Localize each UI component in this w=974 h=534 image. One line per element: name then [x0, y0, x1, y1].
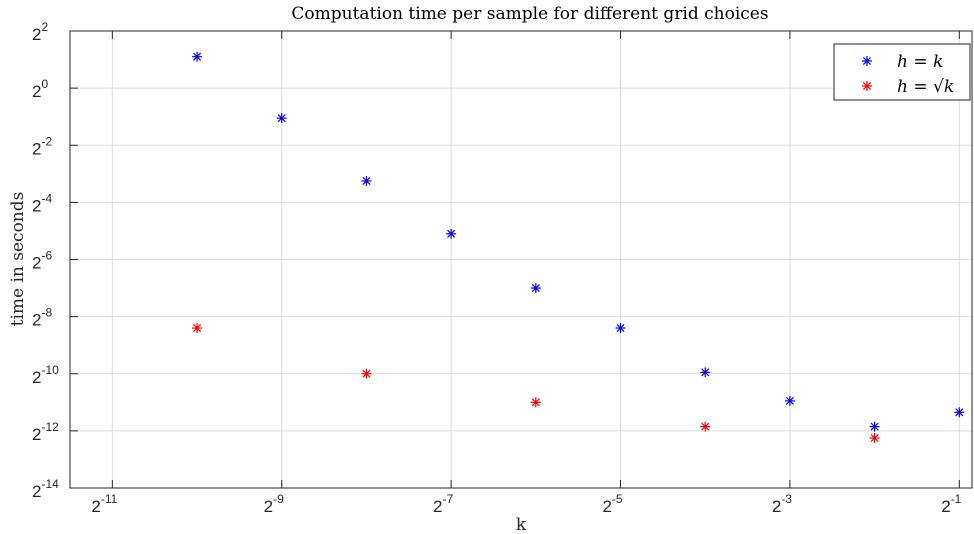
data-points — [192, 51, 965, 444]
data-point-series-0 — [361, 175, 372, 186]
y-tick-exponent: -2 — [41, 134, 52, 148]
y-tick-base: 2 — [32, 482, 41, 501]
data-point-series-0 — [530, 283, 541, 294]
y-tick-exponent: -12 — [41, 420, 59, 434]
x-tick-exponent: -1 — [951, 492, 962, 506]
x-tick-label: 2-9 — [264, 492, 284, 516]
y-tick-label: 22 — [32, 20, 48, 44]
chart-title: Computation time per sample for differen… — [291, 4, 768, 24]
y-tick-exponent: -4 — [41, 191, 52, 205]
y-tick-label: 20 — [32, 77, 48, 101]
y-tick-base: 2 — [32, 139, 41, 158]
grid — [70, 30, 972, 489]
x-tick-exponent: -7 — [443, 492, 454, 506]
x-axis-label: k — [516, 515, 527, 534]
x-tick-base: 2 — [602, 497, 611, 516]
y-tick-exponent: -10 — [41, 363, 59, 377]
y-tick-base: 2 — [32, 254, 41, 273]
data-point-series-0 — [954, 407, 965, 418]
data-point-series-0 — [869, 421, 880, 432]
x-tick-label: 2-5 — [602, 492, 622, 516]
y-tick-base: 2 — [32, 25, 41, 44]
x-tick-base: 2 — [772, 497, 781, 516]
y-tick-exponent: -14 — [41, 477, 59, 491]
x-tick-base: 2 — [91, 497, 100, 516]
legend-box — [833, 43, 971, 101]
data-point-series-0 — [276, 113, 287, 124]
x-tick-label: 2-11 — [91, 492, 117, 516]
y-tick-base: 2 — [32, 368, 41, 387]
legend-marker-1 — [862, 81, 872, 91]
y-tick-label: 2-6 — [32, 249, 52, 273]
x-tick-label: 2-3 — [772, 492, 792, 516]
x-tick-base: 2 — [941, 497, 950, 516]
y-tick-label: 2-4 — [32, 191, 52, 215]
legend: h = k h = √k — [833, 43, 971, 101]
y-tick-base: 2 — [32, 82, 41, 101]
y-tick-exponent: -6 — [41, 249, 52, 263]
data-point-series-0 — [784, 395, 795, 406]
data-point-series-1 — [192, 323, 203, 334]
y-tick-exponent: 2 — [41, 20, 48, 34]
ticks: 2-11 2-9 2-7 2-5 2-3 2-122202-22-42-62-82-102… — [32, 20, 962, 516]
y-tick-exponent: 0 — [41, 77, 48, 91]
x-tick-exponent: -11 — [101, 492, 118, 506]
data-point-series-0 — [192, 51, 203, 62]
data-point-series-1 — [530, 397, 541, 408]
y-tick-label: 2-14 — [32, 477, 59, 501]
y-tick-base: 2 — [32, 196, 41, 215]
y-tick-exponent: -8 — [41, 306, 52, 320]
y-tick-base: 2 — [32, 425, 41, 444]
y-tick-label: 2-2 — [32, 134, 52, 158]
data-point-series-1 — [869, 433, 880, 444]
legend-label-1: h = √k — [897, 77, 954, 97]
x-tick-exponent: -9 — [273, 492, 284, 506]
x-tick-base: 2 — [433, 497, 442, 516]
y-tick-label: 2-10 — [32, 363, 59, 387]
y-tick-label: 2-8 — [32, 306, 52, 330]
x-tick-base: 2 — [264, 497, 273, 516]
data-point-series-0 — [446, 228, 457, 239]
x-tick-exponent: -5 — [612, 492, 623, 506]
legend-label-0: h = k — [897, 52, 943, 72]
data-point-series-0 — [615, 323, 626, 334]
y-tick-label: 2-12 — [32, 420, 59, 444]
x-tick-exponent: -3 — [781, 492, 792, 506]
legend-marker-0 — [862, 56, 872, 66]
y-axis-label: time in seconds — [8, 192, 28, 327]
x-tick-label: 2-1 — [941, 492, 961, 516]
data-point-series-1 — [361, 368, 372, 379]
data-point-series-1 — [700, 421, 711, 432]
x-tick-label: 2-7 — [433, 492, 453, 516]
data-point-series-0 — [700, 367, 711, 378]
y-tick-base: 2 — [32, 311, 41, 330]
